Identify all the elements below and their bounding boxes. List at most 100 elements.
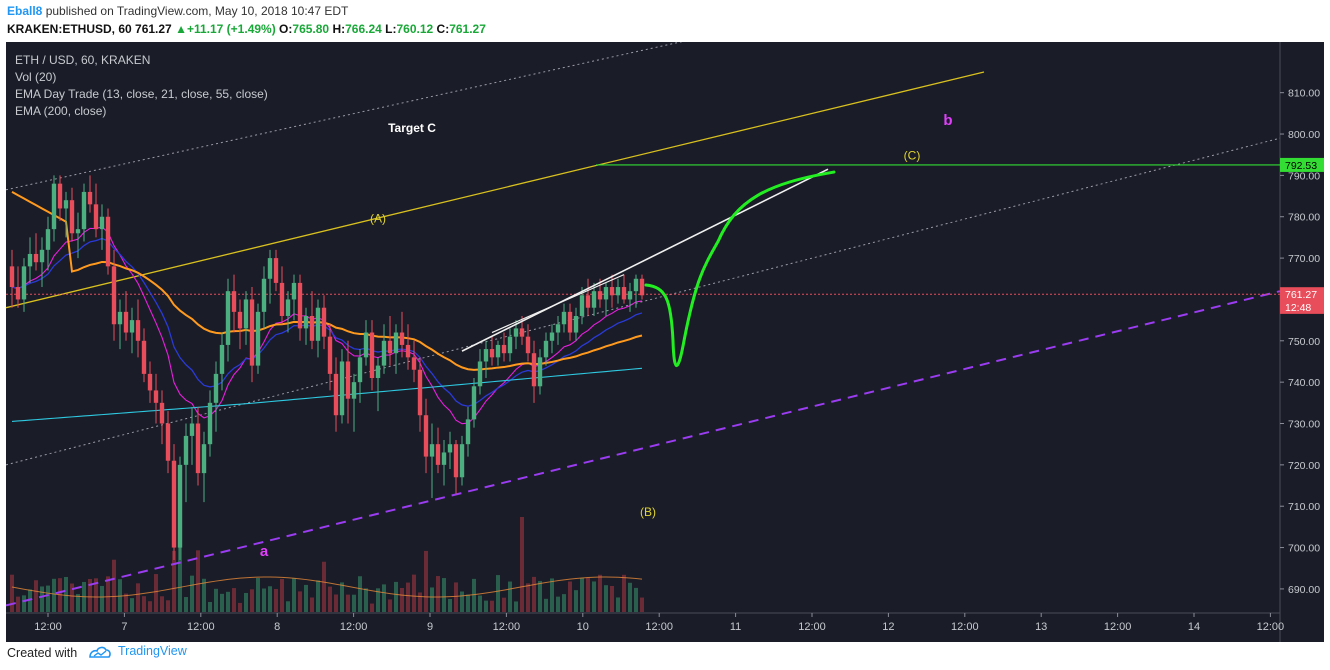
volume-bar <box>220 593 224 612</box>
volume-bar <box>592 581 596 612</box>
price-tag-label: 761.27 <box>1285 289 1317 301</box>
legend-ema200[interactable]: EMA (200, close) <box>15 104 107 118</box>
volume-bar <box>172 550 176 612</box>
price-axis-label: 710.00 <box>1288 501 1320 513</box>
projection-curve <box>644 170 836 367</box>
volume-bar <box>34 580 38 612</box>
candle-body <box>531 353 537 387</box>
volume-bar <box>274 588 278 612</box>
volume-bar <box>256 577 260 612</box>
price-change: +11.17 (+1.49%) <box>186 22 276 36</box>
up-arrow-icon: ▲ <box>175 22 187 36</box>
volume-bar <box>460 591 464 612</box>
volume-bar <box>598 574 602 612</box>
volume-bar <box>94 578 98 612</box>
published-text: published on TradingView.com, May 10, 20… <box>45 4 349 18</box>
candle-body <box>9 266 15 288</box>
legend-volume[interactable]: Vol (20) <box>15 70 57 84</box>
price-tag-bg <box>1280 287 1324 302</box>
volume-bar <box>544 598 548 612</box>
price-axis-label: 790.00 <box>1288 170 1320 182</box>
candle-body <box>105 216 111 267</box>
candle-body <box>15 287 21 300</box>
time-axis-label: 12:00 <box>798 621 826 633</box>
candle-body <box>357 357 363 383</box>
volume-bar <box>406 582 410 612</box>
close-label: C: <box>436 22 450 36</box>
volume-bar <box>424 550 428 612</box>
high-value: 766.24 <box>345 22 382 36</box>
volume-bar <box>340 582 344 612</box>
purple-dashed-trend-line <box>6 290 1281 607</box>
candle-body <box>387 340 393 354</box>
high-label: H: <box>332 22 346 36</box>
chart-legend: ETH / USD, 60, KRAKEN Vol (20) EMA Day T… <box>15 52 268 120</box>
chart-annotation: b <box>943 112 952 129</box>
legend-ema-day-trade[interactable]: EMA Day Trade (13, close, 21, close, 55,… <box>15 87 268 101</box>
candle-body <box>261 278 267 312</box>
candle-body <box>621 287 627 300</box>
candle-body <box>303 315 309 329</box>
volume-bar <box>352 594 356 612</box>
price-axis-label: 780.00 <box>1288 212 1320 224</box>
author-name[interactable]: Eball8 <box>7 4 43 18</box>
time-axis-label: 12:00 <box>645 621 673 633</box>
candle-body <box>27 253 33 267</box>
volume-bar <box>124 593 128 612</box>
price-tag-label: 792.53 <box>1285 160 1317 172</box>
candle-body <box>225 291 231 345</box>
candle-body <box>195 423 201 474</box>
candle-body <box>81 191 87 230</box>
time-axis-label: 12:00 <box>34 621 62 633</box>
candle-body <box>639 278 645 296</box>
candle-body <box>369 332 375 379</box>
candle-body <box>255 311 261 366</box>
candle-body <box>471 386 477 420</box>
candle-body <box>171 460 177 548</box>
candle-body <box>537 357 543 387</box>
candle-body <box>489 349 495 358</box>
candle-body <box>591 291 597 308</box>
volume-bar <box>46 585 50 612</box>
footer: Created with TradingView <box>0 642 1330 670</box>
volume-bar <box>484 600 488 612</box>
volume-bar <box>448 598 452 612</box>
tradingview-link[interactable]: TradingView <box>88 644 187 659</box>
chart-area[interactable]: 690.00 700.00 710.00 720.00 730.00 740.00 750.… <box>6 42 1324 642</box>
volume-bar <box>496 575 500 612</box>
price-axis-label: 720.00 <box>1288 460 1320 472</box>
candle-body <box>39 249 45 263</box>
volume-bar <box>466 594 470 612</box>
volume-bar <box>538 580 542 612</box>
candle-body <box>69 200 75 234</box>
volume-bar <box>388 599 392 612</box>
price-chart[interactable]: 690.00 700.00 710.00 720.00 730.00 740.00 750.… <box>6 42 1324 642</box>
candle-body <box>75 229 81 234</box>
chart-annotation: (A) <box>370 212 386 226</box>
volume-bar <box>88 578 92 612</box>
time-axis-label: 12:00 <box>493 621 521 633</box>
volume-bar <box>514 601 518 612</box>
volume-bar <box>100 585 104 612</box>
volume-bar <box>142 596 146 612</box>
candle-body <box>129 320 135 333</box>
volume-bar <box>64 577 68 612</box>
volume-bar <box>634 587 638 612</box>
candle-body <box>519 328 525 337</box>
legend-symbol[interactable]: ETH / USD, 60, KRAKEN <box>15 53 151 67</box>
candle-body <box>87 191 93 205</box>
candle-body <box>465 419 471 445</box>
candle-body <box>567 311 573 333</box>
volume-bar <box>604 585 608 612</box>
volume-bar <box>382 584 386 612</box>
candle-body <box>93 204 99 230</box>
volume-bar <box>298 591 302 612</box>
candle-body <box>321 307 327 337</box>
volume-bar <box>520 517 524 612</box>
candle-body <box>63 200 69 209</box>
volume-bar <box>208 601 212 612</box>
volume-bar <box>238 602 242 612</box>
volume-bar <box>184 597 188 612</box>
price-axis-label: 700.00 <box>1288 543 1320 555</box>
candle-body <box>285 299 291 316</box>
